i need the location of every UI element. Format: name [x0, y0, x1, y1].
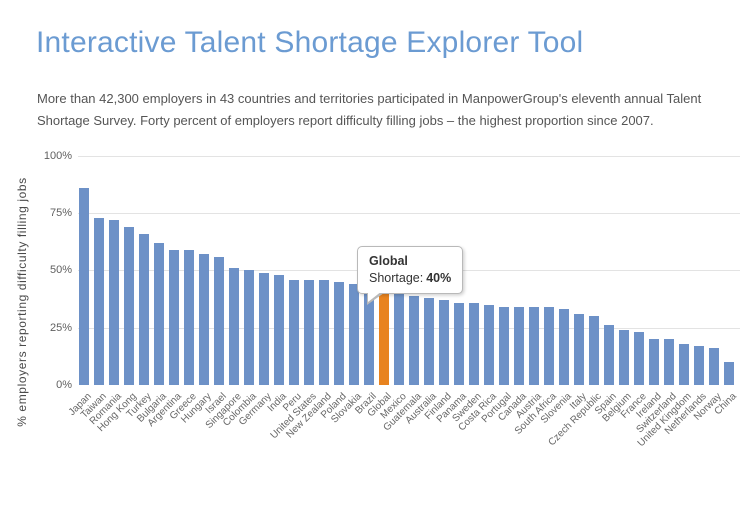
- bar-portugal[interactable]: [499, 307, 509, 385]
- bar-bulgaria[interactable]: [154, 243, 164, 385]
- y-tick-label-25: 25%: [49, 322, 72, 334]
- tooltip-country: Global: [369, 254, 408, 268]
- bar-slovenia[interactable]: [559, 309, 569, 385]
- tooltip-label: Shortage:: [369, 271, 424, 285]
- bar-turkey[interactable]: [139, 234, 149, 385]
- bar-united-states[interactable]: [304, 280, 314, 385]
- bar-romania[interactable]: [109, 220, 119, 385]
- talent-shortage-bar-chart: % employers reporting difficulty filling…: [0, 140, 755, 515]
- bar-south-africa[interactable]: [544, 307, 554, 385]
- bar-austria[interactable]: [529, 307, 539, 385]
- tooltip-shortage-row: Shortage: 40%: [369, 271, 451, 285]
- bar-norway[interactable]: [709, 348, 719, 385]
- bar-switzerland[interactable]: [664, 339, 674, 385]
- y-axis-title: % employers reporting difficulty filling…: [15, 177, 29, 427]
- bar-czech-republic[interactable]: [589, 316, 599, 385]
- tooltip: Global Shortage: 40%: [357, 246, 464, 305]
- bar-slovakia[interactable]: [349, 284, 359, 385]
- bar-japan[interactable]: [79, 188, 89, 385]
- bar-panama[interactable]: [454, 303, 464, 385]
- bar-sweden[interactable]: [469, 303, 479, 385]
- bar-mexico[interactable]: [394, 293, 404, 385]
- bar-colombia[interactable]: [244, 270, 254, 385]
- bar-argentina[interactable]: [169, 250, 179, 385]
- bar-hungary[interactable]: [199, 254, 209, 385]
- gridline-75: [78, 213, 740, 214]
- bar-spain[interactable]: [604, 325, 614, 385]
- bar-peru[interactable]: [289, 280, 299, 385]
- bar-france[interactable]: [634, 332, 644, 385]
- bar-germany[interactable]: [259, 273, 269, 385]
- bar-finland[interactable]: [439, 300, 449, 385]
- tooltip-pointer-fill: [368, 291, 382, 302]
- bar-italy[interactable]: [574, 314, 584, 385]
- bar-global[interactable]: [379, 293, 389, 385]
- y-tick-label-100: 100%: [43, 150, 72, 162]
- page-subtitle: More than 42,300 employers in 43 countri…: [37, 88, 737, 132]
- bar-poland[interactable]: [334, 282, 344, 385]
- bar-singapore[interactable]: [229, 268, 239, 385]
- bar-india[interactable]: [274, 275, 284, 385]
- bar-guatemala[interactable]: [409, 296, 419, 385]
- subtitle-line-2: Shortage Survey. Forty percent of employ…: [37, 113, 654, 128]
- bar-united-kingdom[interactable]: [679, 344, 689, 385]
- bar-brazil[interactable]: [364, 287, 374, 385]
- bar-hong-kong[interactable]: [124, 227, 134, 385]
- bar-australia[interactable]: [424, 298, 434, 385]
- bar-greece[interactable]: [184, 250, 194, 385]
- bar-belgium[interactable]: [619, 330, 629, 385]
- bar-israel[interactable]: [214, 257, 224, 385]
- y-tick-label-50: 50%: [49, 264, 72, 276]
- gridline-100: [78, 156, 740, 157]
- bar-netherlands[interactable]: [694, 346, 704, 385]
- page-title: Interactive Talent Shortage Explorer Too…: [36, 26, 584, 59]
- bar-taiwan[interactable]: [94, 218, 104, 385]
- bar-china[interactable]: [724, 362, 734, 385]
- bar-costa-rica[interactable]: [484, 305, 494, 385]
- subtitle-line-1: More than 42,300 employers in 43 countri…: [37, 91, 702, 106]
- y-tick-label-0: 0%: [56, 379, 72, 391]
- bar-new-zealand[interactable]: [319, 280, 329, 385]
- tooltip-value: 40%: [426, 271, 452, 285]
- bar-ireland[interactable]: [649, 339, 659, 385]
- bar-canada[interactable]: [514, 307, 524, 385]
- y-tick-label-75: 75%: [49, 207, 72, 219]
